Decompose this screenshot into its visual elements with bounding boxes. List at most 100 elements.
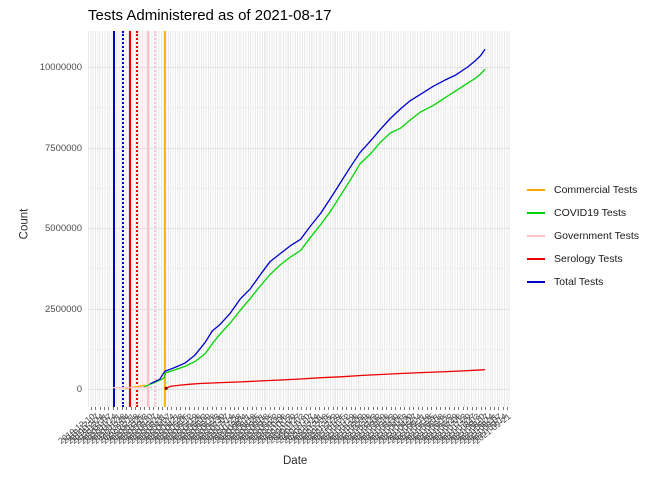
reference-line-solid bbox=[164, 31, 167, 407]
y-tick-label: 5000000 bbox=[45, 223, 82, 234]
data-line-total-tests bbox=[149, 48, 486, 385]
x-tick-mark bbox=[90, 407, 92, 410]
y-tick-label: 2500000 bbox=[45, 303, 82, 315]
legend-item-government-tests: Government Tests bbox=[527, 224, 639, 247]
x-tick-mark bbox=[363, 407, 365, 410]
legend-item-label: COVID19 Tests bbox=[554, 206, 627, 219]
x-tick-mark bbox=[274, 407, 276, 410]
x-tick-mark bbox=[408, 407, 410, 410]
legend-item-label: Total Tests bbox=[554, 275, 604, 288]
data-series-layer bbox=[112, 48, 486, 390]
legend-item-commercial-tests: Commercial Tests bbox=[527, 178, 639, 201]
x-tick-mark bbox=[350, 407, 352, 410]
legend-key-line bbox=[527, 211, 545, 214]
x-tick-mark bbox=[471, 407, 473, 410]
x-tick-mark bbox=[180, 407, 182, 410]
x-tick-mark bbox=[404, 407, 406, 410]
x-tick-mark bbox=[153, 407, 155, 410]
x-tick-mark bbox=[135, 407, 137, 410]
x-tick-mark bbox=[269, 407, 271, 410]
gridline-major bbox=[88, 389, 510, 390]
x-tick-mark bbox=[305, 407, 307, 410]
x-tick-mark bbox=[395, 407, 397, 410]
y-tick-label: 0 bbox=[76, 384, 82, 395]
x-tick-mark bbox=[99, 407, 101, 410]
x-tick-mark bbox=[247, 407, 249, 410]
x-tick-mark bbox=[444, 407, 446, 410]
x-tick-mark bbox=[399, 407, 401, 410]
x-tick-mark bbox=[319, 407, 321, 410]
legend-key-line bbox=[527, 280, 545, 283]
x-tick-mark bbox=[171, 407, 173, 410]
x-tick-mark bbox=[220, 407, 222, 410]
x-tick-mark bbox=[467, 407, 469, 410]
x-tick-mark bbox=[355, 407, 357, 410]
x-tick-mark bbox=[493, 407, 495, 410]
x-tick-mark bbox=[390, 407, 392, 410]
x-tick-mark bbox=[278, 407, 280, 410]
x-tick-mark bbox=[216, 407, 218, 410]
legend-item-label: Serology Tests bbox=[554, 252, 623, 265]
x-tick-mark bbox=[498, 407, 500, 410]
legend-item-total-tests: Total Tests bbox=[527, 270, 639, 293]
gridline-major bbox=[88, 67, 510, 68]
legend: Commercial Tests COVID19 Tests Government … bbox=[527, 178, 639, 293]
x-tick-mark bbox=[431, 407, 433, 410]
x-tick-mark bbox=[229, 407, 231, 410]
legend-key-line bbox=[527, 234, 545, 237]
x-tick-mark bbox=[346, 407, 348, 410]
x-tick-mark bbox=[332, 407, 334, 410]
legend-key-line bbox=[527, 257, 545, 260]
x-tick-mark bbox=[440, 407, 442, 410]
x-tick-mark bbox=[292, 407, 294, 410]
x-tick-mark bbox=[242, 407, 244, 410]
x-tick-mark bbox=[413, 407, 415, 410]
x-tick-mark bbox=[502, 407, 504, 410]
x-tick-mark bbox=[328, 407, 330, 410]
x-tick-mark bbox=[458, 407, 460, 410]
gridline-minor bbox=[88, 348, 510, 350]
x-tick-mark bbox=[386, 407, 388, 410]
x-tick-mark bbox=[148, 407, 150, 410]
data-line-serology-tests bbox=[165, 369, 486, 389]
x-tick-mark bbox=[225, 407, 227, 410]
x-tick-mark bbox=[121, 407, 123, 410]
reference-line-dotted bbox=[136, 31, 139, 407]
x-tick-mark bbox=[211, 407, 213, 410]
x-tick-mark bbox=[310, 407, 312, 410]
x-tick-mark bbox=[449, 407, 451, 410]
x-tick-mark bbox=[485, 407, 487, 410]
x-tick-mark bbox=[207, 407, 209, 410]
x-tick-mark bbox=[193, 407, 195, 410]
x-tick-mark bbox=[301, 407, 303, 410]
x-tick-mark bbox=[314, 407, 316, 410]
x-axis-title: Date bbox=[283, 455, 308, 467]
x-tick-mark bbox=[130, 407, 132, 410]
x-tick-mark bbox=[95, 407, 97, 410]
x-tick-mark bbox=[359, 407, 361, 410]
x-tick-mark bbox=[296, 407, 298, 410]
x-tick-mark bbox=[337, 407, 339, 410]
y-tick-label: 10000000 bbox=[39, 62, 82, 73]
gridline-major bbox=[88, 308, 510, 310]
x-tick-mark bbox=[476, 407, 478, 410]
x-tick-mark bbox=[480, 407, 482, 410]
x-tick-mark bbox=[234, 407, 235, 410]
x-tick-mark bbox=[462, 407, 464, 410]
reference-line-dotted bbox=[154, 31, 157, 407]
x-tick-mark bbox=[162, 407, 164, 410]
x-tick-mark bbox=[126, 407, 128, 410]
x-tick-mark bbox=[283, 407, 285, 410]
data-line-covid19-tests bbox=[142, 68, 486, 388]
x-tick-mark bbox=[238, 407, 240, 410]
gridline-minor bbox=[88, 187, 510, 189]
x-tick-mark bbox=[372, 407, 374, 410]
x-tick-mark bbox=[417, 407, 419, 410]
plot-panel bbox=[88, 31, 510, 407]
legend-item-serology-tests: Serology Tests bbox=[527, 247, 639, 270]
x-tick-mark bbox=[157, 407, 159, 410]
x-tick-mark bbox=[426, 407, 428, 410]
x-tick-mark bbox=[507, 407, 509, 410]
gridline-minor bbox=[88, 107, 510, 109]
